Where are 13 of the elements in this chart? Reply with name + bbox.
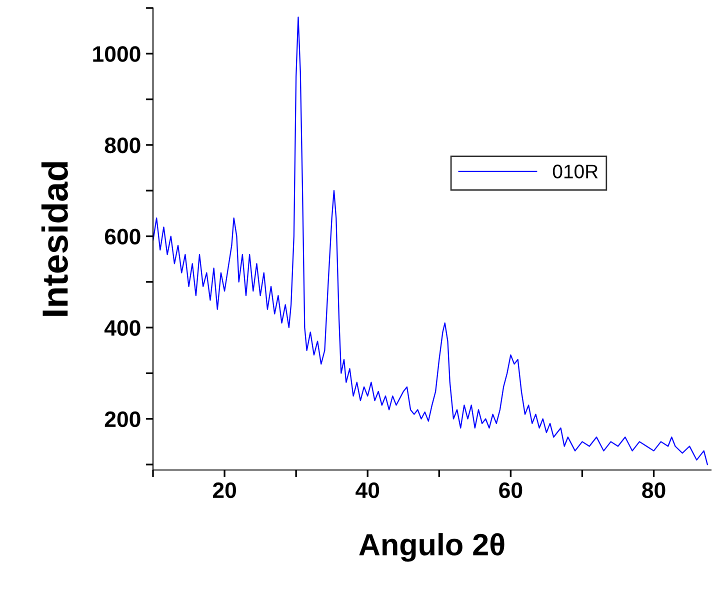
y-tick-label: 400 xyxy=(104,320,140,336)
x-tick-label: 20 xyxy=(212,482,236,498)
y-axis-title: Intesidad xyxy=(41,162,68,316)
line-series xyxy=(153,16,708,466)
y-tick-label: 800 xyxy=(104,137,140,154)
y-tick-label: 200 xyxy=(104,411,140,428)
legend-label: 010R xyxy=(552,164,598,178)
x-tick-label: 60 xyxy=(499,482,522,498)
y-tick-label: 1000 xyxy=(93,46,140,62)
y-tick-label: 600 xyxy=(104,228,140,245)
x-tick-label: 80 xyxy=(642,482,666,498)
x-axis-title: Angulo 2θ xyxy=(359,533,504,562)
x-tick-label: 40 xyxy=(356,482,380,498)
